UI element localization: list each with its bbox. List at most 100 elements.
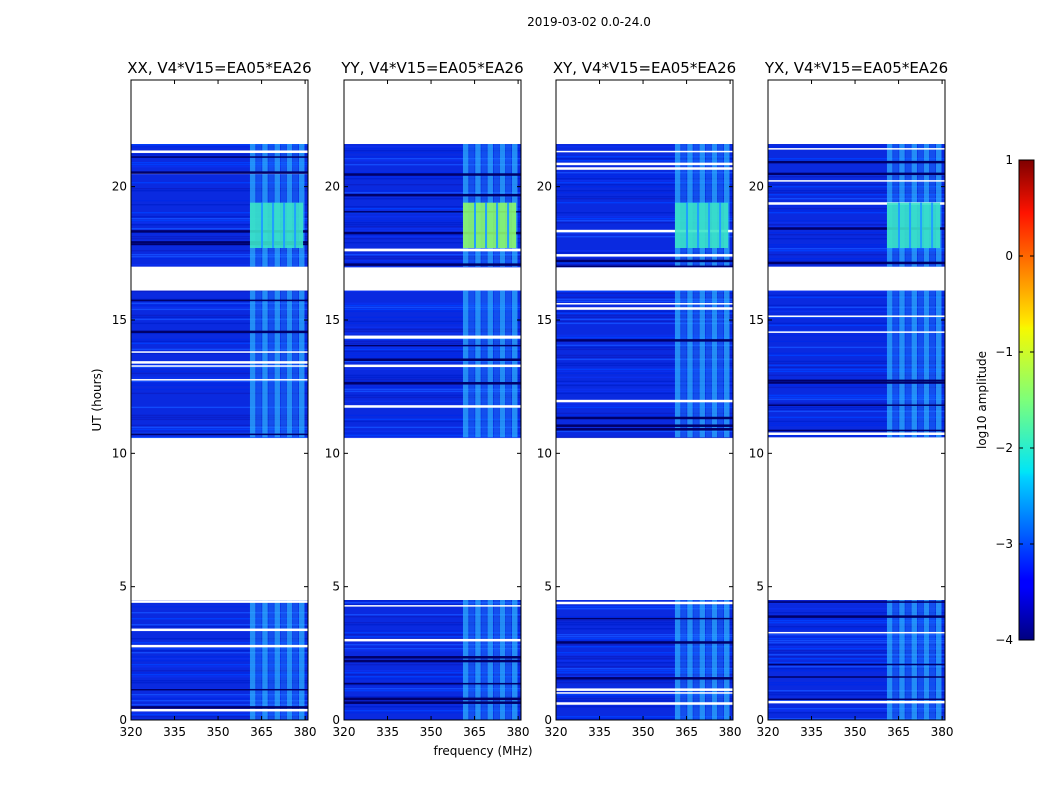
flag-line — [344, 248, 521, 251]
rfi-column — [487, 290, 493, 438]
noise-row — [768, 330, 945, 333]
rfi-column — [687, 290, 693, 438]
noise-row — [131, 348, 308, 351]
flag-line — [131, 644, 308, 648]
noise-row — [344, 158, 521, 160]
rfi-column — [693, 600, 699, 720]
noise-row — [344, 254, 521, 256]
noise-row — [344, 378, 521, 381]
y-tick-label: 0 — [756, 713, 764, 727]
noise-row — [344, 256, 521, 258]
noise-row — [556, 358, 733, 361]
noise-row — [768, 296, 945, 299]
colorbar-ticks: 1 0 −1 −2 −3 −4 — [995, 153, 1034, 647]
noise-row — [768, 394, 945, 397]
noise-row — [344, 650, 521, 652]
rfi-column — [693, 290, 699, 438]
noise-row — [556, 290, 733, 293]
noise-row — [131, 416, 308, 419]
noise-row — [768, 644, 945, 646]
noise-row — [344, 644, 521, 646]
flag-line — [768, 261, 945, 265]
x-tick-label: 365 — [250, 725, 273, 739]
noise-row — [768, 186, 945, 188]
rfi-column — [929, 600, 936, 720]
rfi-column — [475, 290, 481, 438]
noise-row — [768, 636, 945, 638]
flag-line — [768, 202, 945, 205]
axes-frame — [130, 79, 309, 721]
rfi-column — [469, 290, 475, 438]
flag-line — [768, 698, 945, 701]
noise-row — [556, 640, 733, 642]
rfi-gap-line — [473, 202, 476, 248]
noise-row — [768, 352, 945, 355]
noise-row — [131, 290, 308, 293]
noise-row — [131, 680, 308, 682]
noise-row — [768, 682, 945, 684]
flag-line — [131, 230, 308, 233]
noise-row — [556, 178, 733, 180]
noise-row — [768, 190, 945, 192]
noise-row — [556, 316, 733, 319]
flag-line — [131, 150, 308, 153]
noise-row — [768, 354, 945, 357]
y-tick-label: 10 — [112, 446, 127, 460]
noise-row — [556, 698, 733, 700]
noise-row — [556, 616, 733, 618]
rfi-column — [674, 600, 681, 720]
flag-line — [131, 706, 308, 709]
flag-line — [768, 631, 945, 634]
noise-row — [131, 606, 308, 608]
noise-row — [131, 162, 308, 164]
rfi-column — [687, 600, 693, 720]
noise-row — [556, 696, 733, 698]
noise-row — [344, 222, 521, 224]
rfi-column — [705, 290, 712, 438]
rfi-column — [681, 290, 687, 438]
noise-row — [131, 428, 308, 431]
rfi-column — [674, 290, 681, 438]
rfi-column — [274, 290, 280, 438]
noise-row — [131, 658, 308, 660]
rfi-column — [711, 290, 718, 438]
flag-line — [344, 263, 521, 266]
flag-line — [556, 339, 733, 342]
noise-row — [344, 672, 521, 674]
rfi-column — [481, 290, 487, 438]
rfi-column — [923, 290, 930, 438]
noise-row — [344, 260, 521, 262]
rfi-column — [699, 290, 705, 438]
noise-row — [344, 374, 521, 377]
panel-title: YX, V4*V15=EA05*EA26 — [764, 59, 948, 77]
noise-row — [556, 292, 733, 295]
noise-row — [768, 628, 945, 630]
flag-line — [556, 162, 733, 166]
noise-row — [131, 618, 308, 620]
noise-row — [556, 250, 733, 252]
noise-row — [344, 674, 521, 676]
noise-row — [131, 626, 308, 628]
noise-row — [131, 716, 308, 718]
flag-line — [131, 708, 308, 712]
noise-row — [344, 678, 521, 680]
flag-line — [556, 617, 733, 620]
flag-line — [556, 265, 733, 268]
noise-row — [556, 146, 733, 148]
noise-row — [768, 642, 945, 644]
y-tick-label: 10 — [749, 446, 764, 460]
rfi-column — [262, 290, 268, 438]
noise-row — [556, 314, 733, 317]
rfi-column — [917, 290, 924, 438]
noise-row — [768, 316, 945, 319]
flag-line — [556, 303, 733, 305]
noise-row — [556, 674, 733, 676]
noise-row — [131, 652, 308, 654]
noise-row — [344, 258, 521, 260]
noise-row — [131, 338, 308, 341]
flag-line — [131, 243, 308, 246]
rfi-gap-line — [697, 202, 700, 248]
noise-row — [556, 262, 733, 264]
rfi-column — [286, 290, 293, 438]
